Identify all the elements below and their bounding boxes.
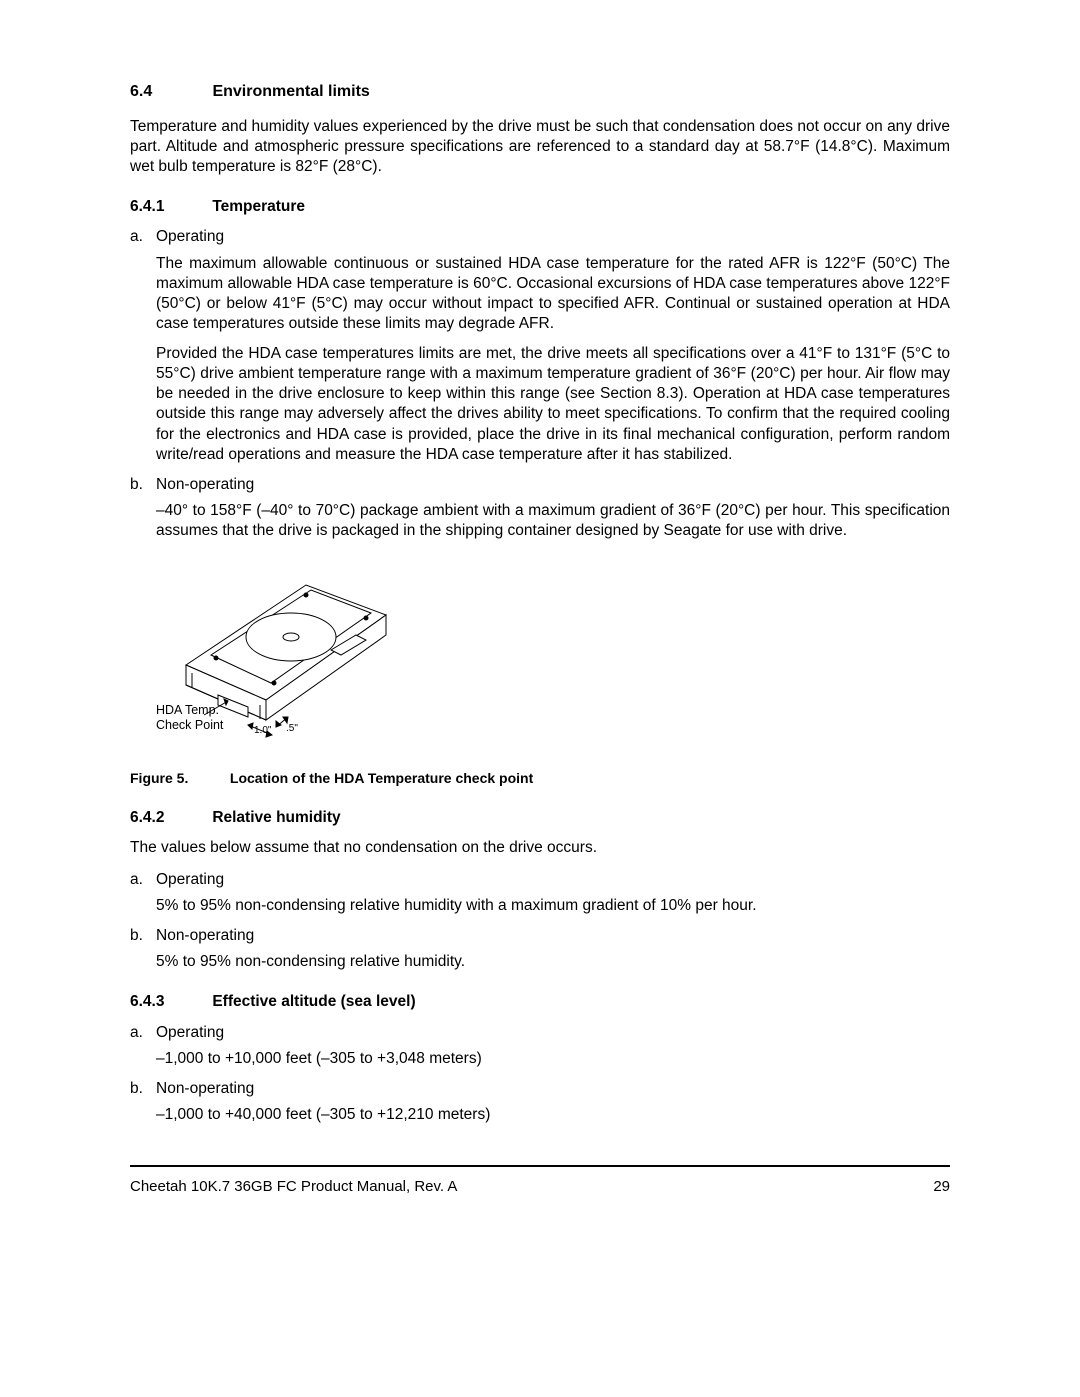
figure-number: Figure 5. [130,769,226,787]
list-body-paragraph: Provided the HDA case temperatures limit… [156,344,950,465]
list-body-paragraph: The maximum allowable continuous or sust… [156,254,950,335]
section-intro: Temperature and humidity values experien… [130,117,950,177]
list-label: Non-operating [156,926,254,946]
subsection-number: 6.4.1 [130,197,208,217]
subsection-heading-altitude: 6.4.3 Effective altitude (sea level) [130,992,950,1012]
page-footer: Cheetah 10K.7 36GB FC Product Manual, Re… [130,1165,950,1197]
subsection-number: 6.4.2 [130,808,208,828]
list-body-paragraph: 5% to 95% non-condensing relative humidi… [156,896,950,916]
list-marker: a. [130,870,156,890]
subsection-heading-temperature: 6.4.1 Temperature [130,197,950,217]
dimension-label: 1.0" [254,725,272,736]
figure-caption-text: Location of the HDA Temperature check po… [230,770,533,786]
list-label: Operating [156,227,224,247]
list-label: Non-operating [156,1079,254,1099]
list-item: b. Non-operating [130,475,950,495]
list-item: a. Operating [130,227,950,247]
figure-caption: Figure 5. Location of the HDA Temperatur… [130,769,950,787]
list-item: b. Non-operating [130,926,950,946]
footer-page-number: 29 [933,1177,950,1197]
list-marker: b. [130,926,156,946]
list-item: b. Non-operating [130,1079,950,1099]
list-body-paragraph: –1,000 to +10,000 feet (–305 to +3,048 m… [156,1049,950,1069]
list-body-paragraph: –1,000 to +40,000 feet (–305 to +12,210 … [156,1105,950,1125]
list-body-paragraph: –40° to 158°F (–40° to 70°C) package amb… [156,501,950,541]
list-label: Operating [156,870,224,890]
list-marker: a. [130,1023,156,1043]
figure-hdd: 1.0" .5" HDA Temp. Check Point [156,555,416,755]
subsection-heading-humidity: 6.4.2 Relative humidity [130,808,950,828]
subsection-number: 6.4.3 [130,992,208,1012]
section-number: 6.4 [130,82,208,103]
humidity-intro: The values below assume that no condensa… [130,838,950,858]
callout-line1: HDA Temp. [156,703,219,717]
subsection-title: Temperature [212,198,305,215]
list-marker: b. [130,475,156,495]
callout-line2: Check Point [156,718,223,732]
list-label: Operating [156,1023,224,1043]
list-marker: b. [130,1079,156,1099]
section-title: Environmental limits [212,83,369,100]
section-heading: 6.4 Environmental limits [130,82,950,103]
list-label: Non-operating [156,475,254,495]
subsection-title: Relative humidity [212,809,340,826]
list-body-paragraph: 5% to 95% non-condensing relative humidi… [156,952,950,972]
list-item: a. Operating [130,870,950,890]
list-item: a. Operating [130,1023,950,1043]
footer-doc-title: Cheetah 10K.7 36GB FC Product Manual, Re… [130,1177,457,1197]
dimension-label: .5" [286,723,298,734]
callout-label: HDA Temp. Check Point [156,703,223,732]
subsection-title: Effective altitude (sea level) [212,993,415,1010]
list-marker: a. [130,227,156,247]
